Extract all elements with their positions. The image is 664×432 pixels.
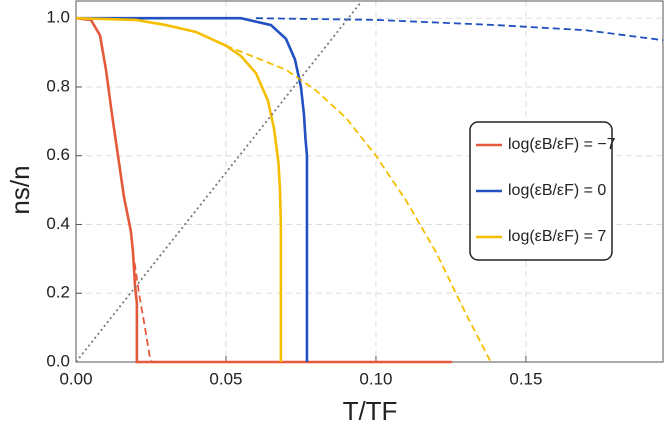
x-tick-label: 0.05 <box>209 369 242 388</box>
data-line <box>76 16 309 362</box>
legend-label: log(εB/εF) = 7 <box>508 228 606 245</box>
data-line <box>75 16 452 364</box>
y-axis-label: ns/n <box>5 165 35 214</box>
x-tick-label: 0.15 <box>509 369 542 388</box>
y-tick-label: 0.4 <box>46 214 70 233</box>
y-tick-label: 1.0 <box>46 8 70 27</box>
data-line <box>225 44 492 363</box>
x-tick-label: 0.10 <box>359 369 392 388</box>
legend-label: log(εB/εF) = 0 <box>508 182 606 199</box>
y-tick-label: 0.2 <box>46 283 70 302</box>
data-line <box>132 251 153 363</box>
data-line <box>255 17 664 42</box>
y-tick-label: 0.8 <box>46 76 70 95</box>
legend-box <box>469 121 613 261</box>
data-line <box>75 16 283 362</box>
x-tick-label: 0.00 <box>59 369 92 388</box>
y-tick-label: 0.6 <box>46 145 70 164</box>
x-axis-label: T/TF <box>343 396 398 426</box>
legend-label: log(εB/εF) = −7 <box>508 136 616 153</box>
y-tick-label: 0.0 <box>46 351 70 370</box>
data-line <box>75 0 363 363</box>
